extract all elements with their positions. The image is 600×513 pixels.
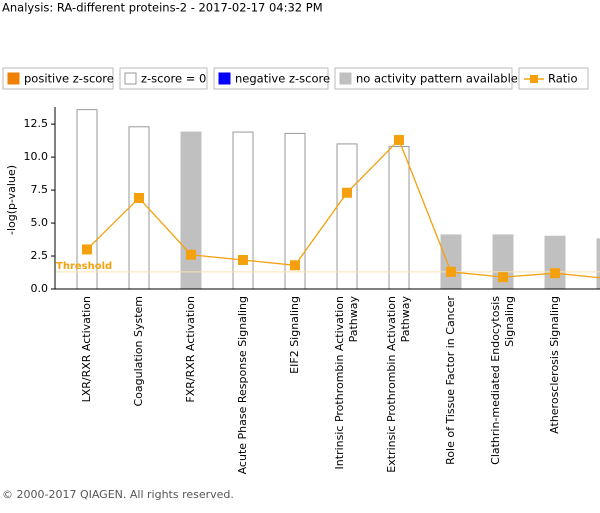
y-tick-label: 5.0	[31, 216, 49, 229]
ratio-marker	[134, 193, 144, 203]
bar	[336, 143, 358, 290]
bar	[180, 131, 202, 290]
bar	[232, 131, 254, 290]
ratio-marker	[446, 266, 456, 277]
legend-label: no activity pattern available	[356, 72, 518, 86]
legend-swatch	[124, 72, 137, 85]
x-tick-label: Intrinsic Prothrombin ActivationPathway	[333, 296, 360, 470]
ratio-marker	[186, 249, 196, 260]
y-axis-label: -log(p-value)	[5, 165, 18, 235]
ratio-marker	[550, 268, 560, 279]
y-tick-label: 10.0	[24, 150, 49, 163]
x-tick-label: Clathrin-mediated EndocytosisSignaling	[489, 296, 516, 465]
legend-frame	[119, 67, 208, 90]
x-tick-label: Coagulation System	[132, 296, 145, 407]
x-tick-label: LXR/RXR Activation	[80, 296, 93, 402]
y-tick-label: 7.5	[31, 183, 49, 196]
x-tick-label: Role of Tissue Factor in Cancer	[444, 296, 457, 465]
bar	[596, 238, 600, 290]
x-tick-label: Extrinsic Prothrombin ActivationPathway	[385, 296, 412, 473]
legend-frame	[334, 67, 513, 90]
x-tick-label: Acute Phase Response Signaling	[236, 296, 249, 474]
legend-marker	[530, 75, 538, 83]
y-tick-label: 0.0	[31, 282, 49, 295]
legend-frame	[213, 67, 329, 90]
ratio-marker	[238, 254, 248, 265]
legend-swatch	[218, 72, 231, 85]
legend-label: negative z-score	[235, 72, 330, 86]
bar	[388, 146, 410, 290]
legend-swatch	[7, 72, 20, 85]
x-tick-label: Atherosclerosis Signaling	[548, 296, 561, 434]
plot: 0.0 2.5 5.0 7.5 10.0 12.5 LXR/RXR Activation Co…	[24, 107, 600, 474]
x-tick-label: FXR/RXR Activation	[184, 296, 197, 403]
legend-swatch	[339, 72, 352, 85]
analysis-title: Analysis: RA-different proteins-2 - 2017…	[2, 1, 323, 15]
y-tick-label: 12.5	[24, 117, 49, 130]
ratio-marker	[394, 134, 404, 145]
ratio-marker	[498, 272, 508, 283]
bar	[128, 126, 150, 290]
ratio-marker	[290, 260, 300, 271]
bar	[544, 235, 566, 290]
legend-frame	[2, 67, 114, 90]
x-tick-label: EIF2 Signaling	[288, 296, 301, 374]
threshold-label: Threshold	[56, 261, 112, 272]
legend-label: Ratio	[548, 72, 578, 86]
ratio-marker	[342, 187, 352, 198]
legend-label: z-score = 0	[141, 72, 206, 86]
bar	[440, 234, 462, 290]
legend-frame	[518, 67, 589, 90]
legend-label: positive z-score	[24, 72, 114, 86]
legend: positive z-score z-score = 0 negative z-sc…	[2, 67, 589, 90]
ratio-marker	[82, 244, 92, 255]
y-tick-label: 2.5	[31, 249, 49, 262]
copyright: © 2000-2017 QIAGEN. All rights reserved.	[2, 488, 234, 501]
